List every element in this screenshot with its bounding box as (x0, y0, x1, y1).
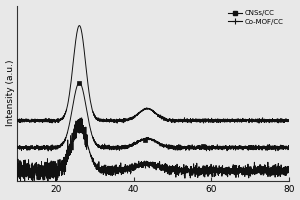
Y-axis label: Intensity (a.u.): Intensity (a.u.) (6, 60, 15, 126)
Legend: CNSs/CC, Co-MOF/CC: CNSs/CC, Co-MOF/CC (227, 9, 285, 26)
